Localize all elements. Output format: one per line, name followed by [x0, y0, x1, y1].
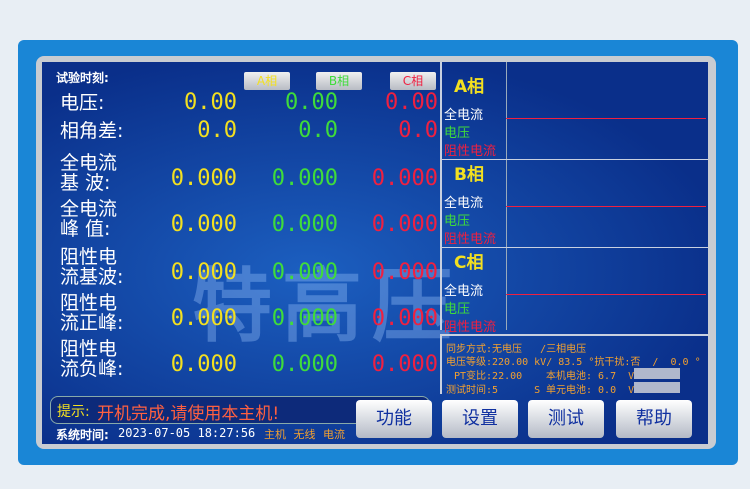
row-label: 全电流	[60, 152, 118, 174]
row-label: 阻性电	[60, 338, 118, 360]
waveform-legend: 电压	[444, 126, 471, 141]
phase-c-value: 0.000	[371, 166, 438, 191]
status-flags: 主机 无线 电流	[264, 428, 345, 441]
row-label: 基 波:	[60, 172, 111, 194]
voltage-level: 电压等级:220.00 kV/ 83.5 °抗干扰:否 / 0.0 °	[446, 357, 701, 368]
row-label: 电压:	[60, 92, 105, 114]
waveform-legend: 全电流	[444, 284, 484, 299]
phase-a-value: 0.00	[184, 90, 237, 115]
tab-phase-a[interactable]: A相	[244, 72, 290, 90]
tab-phase-b[interactable]: B相	[316, 72, 362, 90]
row-label: 峰 值:	[60, 218, 111, 240]
waveform-legend: 全电流	[444, 196, 484, 211]
waveform-legend: 阻性电流	[444, 320, 497, 335]
waveform-legend: 全电流	[444, 108, 484, 123]
pt-ratio: PT变比:22.00	[454, 371, 523, 382]
row-label: 流基波:	[60, 266, 124, 288]
test-button[interactable]: 测试	[528, 400, 604, 438]
phase-title: A相	[454, 77, 485, 97]
help-button[interactable]: 帮助	[616, 400, 692, 438]
waveform-legend: 阻性电流	[444, 232, 497, 247]
phase-divider	[442, 159, 708, 160]
phase-title: C相	[454, 253, 484, 273]
settings-button[interactable]: 设置	[442, 400, 518, 438]
phase-c-value: 0.0	[398, 118, 438, 143]
waveform-legend: 电压	[444, 214, 471, 229]
device-screen: 特高压 试验时刻: A相 B相 C相 电压: 0.00 0.00 0.00 相角差: 0.…	[42, 62, 708, 444]
row-label: 相角差:	[60, 120, 124, 142]
tab-phase-c[interactable]: C相	[390, 72, 436, 90]
row-label: 流负峰:	[60, 358, 124, 380]
test-duration: 测试时间:5 S	[446, 385, 541, 396]
phase-a-value: 0.0	[197, 118, 237, 143]
system-time-label: 系统时间:	[56, 428, 109, 442]
tip-message: 开机完成,请使用本主机!	[97, 404, 280, 424]
waveform-legend: 电压	[444, 302, 471, 317]
test-time-label: 试验时刻:	[56, 71, 109, 85]
phase-c-value: 0.000	[371, 212, 438, 237]
waveform-legend: 阻性电流	[444, 144, 497, 159]
phase-c-value: 0.000	[371, 352, 438, 377]
unit-battery: 单元电池: 0.0 V	[546, 385, 635, 396]
phase-c-value: 0.00	[385, 90, 438, 115]
tip-label: 提示:	[57, 404, 90, 420]
system-time: 2023-07-05 18:27:56	[118, 426, 256, 440]
phase-b-value: 0.000	[271, 212, 338, 237]
phase-a-value: 0.000	[170, 306, 237, 331]
row-label: 流正峰:	[60, 312, 124, 334]
waveform-line	[506, 294, 706, 295]
phase-divider	[442, 247, 708, 248]
waveform-line	[506, 206, 706, 207]
waveform-line	[506, 118, 706, 119]
row-label: 阻性电	[60, 246, 118, 268]
phase-c-value: 0.000	[371, 306, 438, 331]
watermark-logo: 特高压	[192, 260, 462, 353]
phase-title: B相	[454, 165, 484, 185]
sync-mode: 同步方式:无电压 /三相电压	[446, 344, 587, 355]
waveform-panel: A相 全电流 电压 阻性电流 B相 全电流 电压 阻性电流 C相 全电流 电压 阻性电流	[440, 62, 708, 335]
phase-b-value: 0.0	[298, 118, 338, 143]
host-battery-bar	[634, 368, 680, 379]
function-button[interactable]: 功能	[356, 400, 432, 438]
phase-a-value: 0.000	[170, 166, 237, 191]
host-battery: 本机电池: 6.7 V	[546, 371, 635, 382]
phase-b-value: 0.000	[271, 352, 338, 377]
info-panel: 同步方式:无电压 /三相电压 电压等级:220.00 kV/ 83.5 °抗干扰…	[440, 334, 708, 396]
phase-a-value: 0.000	[170, 212, 237, 237]
phase-a-value: 0.000	[170, 260, 237, 285]
phase-b-value: 0.00	[285, 90, 338, 115]
phase-b-value: 0.000	[271, 306, 338, 331]
waveform-divider	[506, 62, 507, 330]
unit-battery-bar	[634, 382, 680, 393]
phase-a-value: 0.000	[170, 352, 237, 377]
phase-b-value: 0.000	[271, 260, 338, 285]
phase-b-value: 0.000	[271, 166, 338, 191]
row-label: 阻性电	[60, 292, 118, 314]
row-label: 全电流	[60, 198, 118, 220]
phase-c-value: 0.000	[371, 260, 438, 285]
